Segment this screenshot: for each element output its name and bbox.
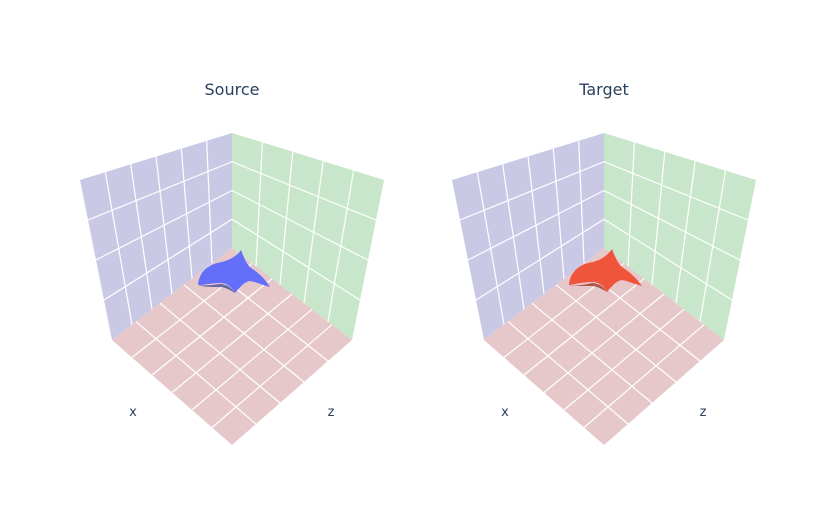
gridline	[191, 308, 313, 411]
gridline	[231, 189, 369, 261]
mesh-surface	[198, 250, 270, 293]
gridline	[95, 189, 233, 261]
gridline	[211, 324, 333, 428]
x-axis-label: x	[501, 405, 509, 420]
gridline	[523, 278, 645, 376]
mesh-shadow	[198, 284, 235, 293]
right-wall	[232, 133, 384, 340]
gridline	[151, 278, 273, 376]
gridline	[583, 324, 705, 428]
gridline	[603, 218, 733, 301]
floor	[484, 248, 724, 445]
scene-title: Source	[205, 80, 260, 99]
gridline	[603, 161, 749, 221]
right-wall	[604, 133, 756, 340]
gridline	[475, 218, 605, 301]
mesh-shadow	[569, 283, 607, 292]
gridline	[171, 293, 293, 393]
gridlines	[459, 140, 749, 428]
gridline	[103, 218, 233, 301]
gridline	[459, 161, 605, 221]
gridline	[231, 161, 377, 221]
left-wall	[452, 133, 604, 340]
x-axis-label: x	[129, 405, 137, 420]
mesh-surface	[569, 249, 642, 292]
gridline	[87, 161, 233, 221]
gridline	[603, 189, 741, 261]
left-wall	[80, 133, 232, 340]
scene-target[interactable]: Target x z	[452, 80, 756, 445]
z-axis-label: z	[328, 405, 335, 420]
scene-title: Target	[578, 80, 629, 99]
gridline	[231, 218, 361, 301]
scene-source[interactable]: Source x z	[80, 80, 384, 445]
gridline	[467, 189, 605, 261]
z-axis-label: z	[700, 405, 707, 420]
gridline	[543, 293, 665, 393]
gridline	[563, 308, 685, 411]
floor	[112, 248, 352, 445]
